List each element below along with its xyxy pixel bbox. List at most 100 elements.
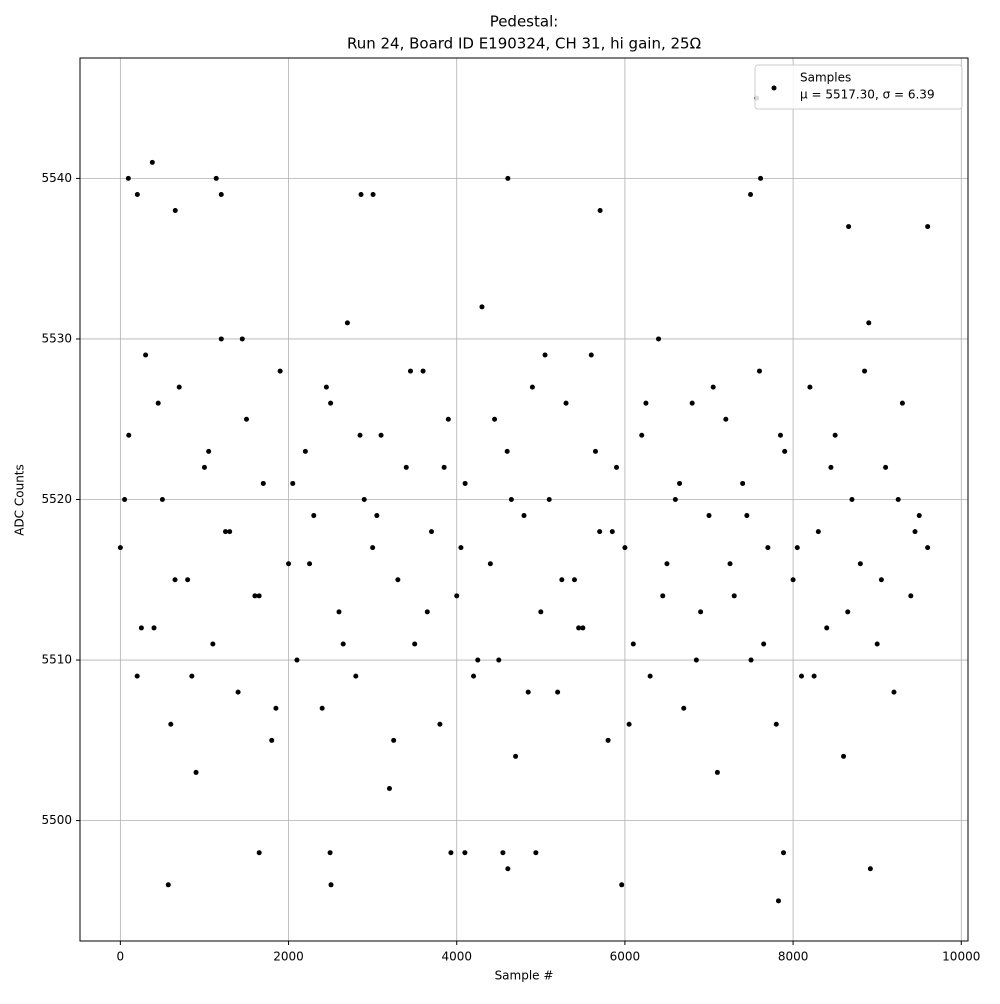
point xyxy=(765,545,771,551)
point xyxy=(508,497,514,502)
point xyxy=(891,689,897,695)
x-tick-label: 2000 xyxy=(273,950,304,964)
point xyxy=(227,529,233,535)
point xyxy=(588,352,594,358)
point xyxy=(122,497,128,502)
point xyxy=(353,673,359,679)
point xyxy=(807,384,813,390)
point xyxy=(542,352,548,358)
y-axis-label: ADC Counts xyxy=(13,464,27,536)
point xyxy=(155,400,161,406)
point xyxy=(740,480,746,486)
point xyxy=(424,609,430,615)
point xyxy=(925,224,931,230)
point xyxy=(448,850,454,856)
point xyxy=(883,464,889,470)
point xyxy=(521,513,527,519)
point xyxy=(731,593,737,599)
point xyxy=(597,529,603,535)
point xyxy=(555,689,561,695)
point xyxy=(307,561,313,567)
point xyxy=(756,368,762,374)
point xyxy=(790,577,796,583)
point xyxy=(134,191,140,197)
point xyxy=(273,705,279,711)
point xyxy=(213,175,219,181)
point xyxy=(895,497,901,502)
point xyxy=(165,882,171,888)
point xyxy=(643,400,649,406)
point xyxy=(395,577,401,583)
y-tick-label: 5500 xyxy=(41,813,72,827)
point xyxy=(256,850,262,856)
point xyxy=(176,384,182,390)
point xyxy=(125,175,131,181)
chart-title: Pedestal: xyxy=(490,13,559,31)
point xyxy=(445,416,451,422)
point xyxy=(525,689,531,695)
legend-marker xyxy=(771,85,777,91)
point xyxy=(340,641,346,647)
point xyxy=(656,336,662,342)
x-tick-label: 6000 xyxy=(610,950,641,964)
point xyxy=(782,448,788,454)
point xyxy=(619,882,625,888)
point xyxy=(832,432,838,438)
point xyxy=(576,625,582,631)
point xyxy=(912,529,918,535)
point xyxy=(403,464,409,470)
point xyxy=(866,320,872,326)
point xyxy=(319,705,325,711)
point xyxy=(672,497,678,502)
point xyxy=(496,657,502,663)
point xyxy=(193,769,199,775)
point xyxy=(824,625,830,631)
point xyxy=(328,882,334,888)
point xyxy=(505,175,511,181)
point xyxy=(710,384,716,390)
point xyxy=(462,850,468,856)
chart-subtitle: Run 24, Board ID E190324, CH 31, hi gain… xyxy=(347,35,701,53)
point xyxy=(862,368,868,374)
point xyxy=(845,609,851,615)
point xyxy=(693,657,699,663)
point xyxy=(239,336,245,342)
plot-frame xyxy=(79,57,969,942)
point xyxy=(294,657,300,663)
point xyxy=(235,689,241,695)
y-tick-label: 5510 xyxy=(41,653,72,667)
point xyxy=(138,625,144,631)
point xyxy=(748,191,754,197)
point xyxy=(134,673,140,679)
point xyxy=(504,448,510,454)
point xyxy=(828,464,834,470)
point xyxy=(126,432,132,438)
point xyxy=(630,641,636,647)
point xyxy=(664,561,670,567)
point xyxy=(302,448,308,454)
point xyxy=(867,866,873,872)
x-tick-label: 0 xyxy=(117,950,125,964)
point xyxy=(149,159,155,165)
point xyxy=(336,609,342,615)
point xyxy=(811,673,817,679)
point xyxy=(290,480,296,486)
legend-box xyxy=(754,64,963,110)
y-tick-label: 5520 xyxy=(41,492,72,506)
point xyxy=(189,673,195,679)
point xyxy=(714,769,720,775)
point xyxy=(505,866,511,872)
point xyxy=(626,721,632,727)
legend-label: Samples xyxy=(800,71,851,85)
point xyxy=(723,416,729,422)
point xyxy=(799,673,804,679)
point xyxy=(323,384,329,390)
point xyxy=(151,625,157,631)
point xyxy=(370,545,376,551)
point xyxy=(908,593,914,599)
point xyxy=(777,432,783,438)
point xyxy=(370,191,376,197)
point xyxy=(269,737,275,743)
point xyxy=(773,721,779,727)
